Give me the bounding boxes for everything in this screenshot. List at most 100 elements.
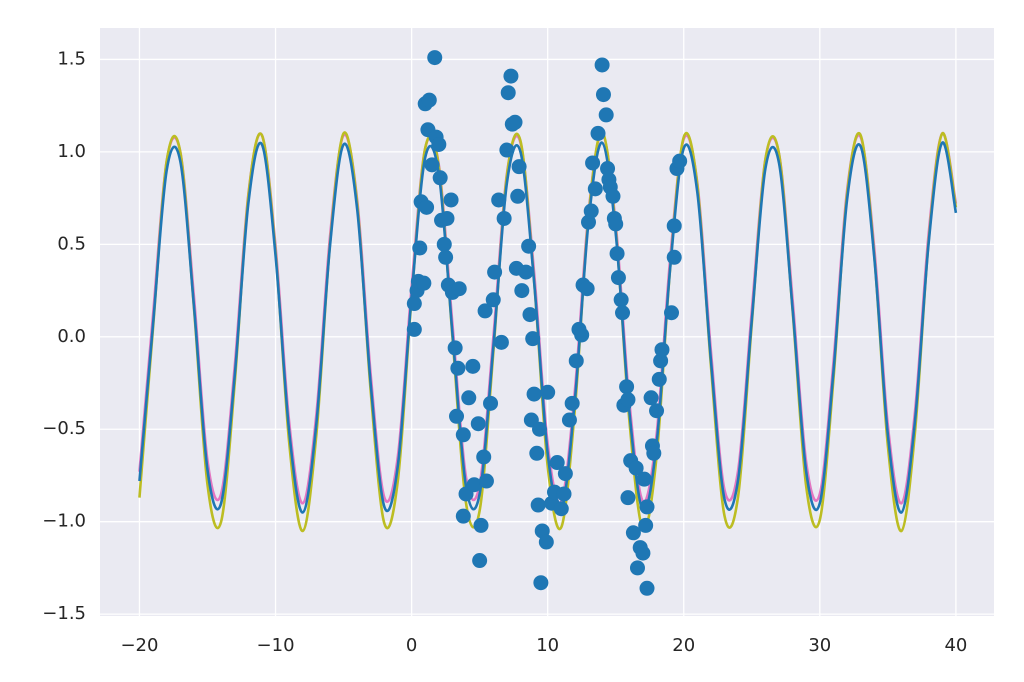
scatter-point xyxy=(526,386,542,402)
x-tick-label: 0 xyxy=(406,635,417,656)
scatter-point xyxy=(455,508,471,524)
scatter-point xyxy=(625,525,641,541)
scatter-point xyxy=(615,305,631,321)
scatter-point xyxy=(416,275,432,291)
scatter-point xyxy=(556,486,572,502)
scatter-point xyxy=(620,392,636,408)
scatter-point xyxy=(443,192,459,208)
scatter-point xyxy=(455,427,471,443)
scatter-point xyxy=(620,490,636,506)
scatter-point xyxy=(538,534,554,550)
scatter-point xyxy=(564,395,580,411)
scatter-point xyxy=(465,358,481,374)
x-tick-label: 30 xyxy=(808,635,831,656)
y-tick-label: −0.5 xyxy=(42,418,86,439)
scatter-point xyxy=(507,114,523,130)
scatter-point xyxy=(525,331,541,347)
plot-area xyxy=(100,28,994,616)
scatter-point xyxy=(500,85,516,101)
scatter-point xyxy=(476,449,492,465)
series-line xyxy=(138,141,958,514)
scatter-point xyxy=(450,360,466,376)
scatter-point xyxy=(511,159,527,175)
scatter-point xyxy=(594,57,610,73)
scatter-point xyxy=(590,125,606,141)
scatter-point xyxy=(540,384,556,400)
scatter-point xyxy=(651,371,667,387)
scatter-point xyxy=(639,499,655,515)
scatter-point xyxy=(579,281,595,297)
scatter-point xyxy=(672,153,688,169)
scatter-point xyxy=(485,292,501,308)
scatter-point xyxy=(638,517,654,533)
scatter-point xyxy=(412,240,428,256)
scatter-point xyxy=(438,249,454,265)
scatter-point xyxy=(427,50,443,66)
y-tick-label: −1.0 xyxy=(42,511,86,532)
scatter-point xyxy=(600,161,616,177)
scatter-point xyxy=(653,353,669,369)
scatter-point xyxy=(666,218,682,234)
scatter-point xyxy=(421,92,437,108)
scatter-point xyxy=(598,107,614,123)
y-tick-label: 1.5 xyxy=(57,48,86,69)
scatter-point xyxy=(419,199,435,215)
scatter-point xyxy=(522,307,538,323)
scatter-point xyxy=(533,575,549,591)
scatter-point xyxy=(635,545,651,561)
scatter-point xyxy=(666,249,682,265)
x-tick-label: −20 xyxy=(120,635,158,656)
scatter-point xyxy=(574,327,590,343)
scatter-point xyxy=(514,283,530,299)
scatter-point xyxy=(605,188,621,204)
scatter-point xyxy=(496,210,512,226)
scatter-point xyxy=(491,192,507,208)
scatter-point xyxy=(436,236,452,252)
scatter-point xyxy=(629,560,645,576)
scatter-point xyxy=(610,270,626,286)
scatter-point xyxy=(646,445,662,461)
scatter-point xyxy=(649,403,665,419)
y-tick-label: 1.0 xyxy=(57,141,86,162)
scatter-point xyxy=(609,246,625,262)
scatter-point xyxy=(639,580,655,596)
scatter-point xyxy=(487,264,503,280)
scatter-point xyxy=(585,155,601,171)
scatter-point xyxy=(583,203,599,219)
scatter-point xyxy=(557,466,573,482)
scatter-point xyxy=(447,340,463,356)
scatter-point xyxy=(532,421,548,437)
x-tick-label: 40 xyxy=(944,635,967,656)
scatter-point xyxy=(613,292,629,308)
scatter-point xyxy=(493,334,509,350)
scatter-point xyxy=(406,296,422,312)
scatter-point xyxy=(470,416,486,432)
scatter-point xyxy=(619,379,635,395)
scatter-point xyxy=(608,216,624,232)
scatter-point xyxy=(568,353,584,369)
x-tick-label: 20 xyxy=(672,635,695,656)
scatter-point xyxy=(431,136,447,152)
scatter-point xyxy=(654,342,670,358)
scatter-point xyxy=(549,455,565,471)
scatter-point xyxy=(530,497,546,513)
scatter-point xyxy=(561,412,577,428)
x-tick-label: −10 xyxy=(257,635,295,656)
scatter-point xyxy=(499,142,515,158)
scatter-point xyxy=(472,553,488,569)
scatter-point xyxy=(664,305,680,321)
scatter-point xyxy=(406,321,422,337)
scatter-point xyxy=(503,68,519,84)
scatter-point xyxy=(449,408,465,424)
scatter-point xyxy=(595,87,611,103)
scatter-point xyxy=(461,390,477,406)
scatter-point xyxy=(643,390,659,406)
scatter-point xyxy=(483,395,499,411)
scatter-point xyxy=(432,170,448,186)
scatter-point xyxy=(424,157,440,173)
scatter-point xyxy=(473,517,489,533)
scatter-point xyxy=(439,210,455,226)
y-tick-label: 0.0 xyxy=(57,326,86,347)
scatter-point xyxy=(451,281,467,297)
